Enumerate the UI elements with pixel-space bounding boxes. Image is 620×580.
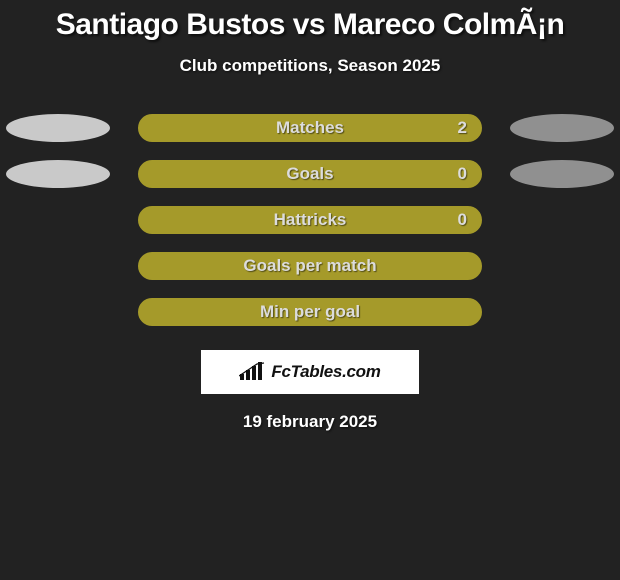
logo-box: FcTables.com xyxy=(201,350,419,394)
spacer xyxy=(6,298,110,326)
spacer xyxy=(510,252,614,280)
stat-rows: Matches 2 Goals 0 Hattricks 0 Goals per match M… xyxy=(0,114,620,326)
stat-bar: Hattricks 0 xyxy=(138,206,482,234)
stat-label: Matches xyxy=(276,118,344,138)
bar-chart-icon xyxy=(239,362,265,382)
stat-bar-wrap: Hattricks 0 xyxy=(138,206,482,234)
stat-row: Hattricks 0 xyxy=(0,206,620,234)
player-left-marker xyxy=(6,160,110,188)
stat-bar-wrap: Matches 2 xyxy=(138,114,482,142)
spacer xyxy=(6,206,110,234)
comparison-panel: Santiago Bustos vs Mareco ColmÃ¡n Club c… xyxy=(0,0,620,432)
stat-bar-wrap: Min per goal xyxy=(138,298,482,326)
page-subtitle: Club competitions, Season 2025 xyxy=(0,56,620,76)
logo-text: FcTables.com xyxy=(271,362,380,382)
player-right-marker xyxy=(510,114,614,142)
stat-bar: Min per goal xyxy=(138,298,482,326)
stat-row: Matches 2 xyxy=(0,114,620,142)
stat-value: 0 xyxy=(458,210,467,230)
stat-value: 0 xyxy=(458,164,467,184)
stat-label: Min per goal xyxy=(260,302,360,322)
player-left-marker xyxy=(6,114,110,142)
stat-bar-wrap: Goals 0 xyxy=(138,160,482,188)
page-title: Santiago Bustos vs Mareco ColmÃ¡n xyxy=(0,8,620,42)
stat-label: Goals xyxy=(286,164,333,184)
spacer xyxy=(510,298,614,326)
stat-row: Goals 0 xyxy=(0,160,620,188)
stat-bar: Matches 2 xyxy=(138,114,482,142)
stat-label: Hattricks xyxy=(274,210,347,230)
stat-row: Min per goal xyxy=(0,298,620,326)
stat-bar: Goals 0 xyxy=(138,160,482,188)
stat-label: Goals per match xyxy=(243,256,376,276)
spacer xyxy=(6,252,110,280)
stat-value: 2 xyxy=(458,118,467,138)
player-right-marker xyxy=(510,160,614,188)
spacer xyxy=(510,206,614,234)
stat-row: Goals per match xyxy=(0,252,620,280)
stat-bar: Goals per match xyxy=(138,252,482,280)
stat-bar-wrap: Goals per match xyxy=(138,252,482,280)
date-text: 19 february 2025 xyxy=(0,412,620,432)
